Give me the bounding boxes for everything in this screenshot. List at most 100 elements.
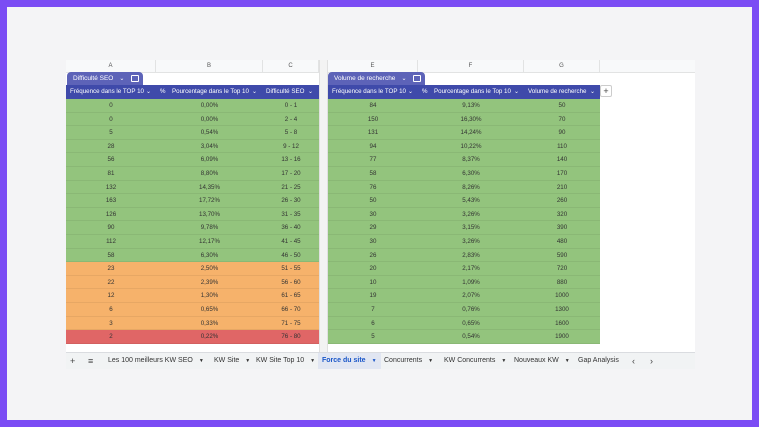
chevron-down-icon[interactable]: ▼ xyxy=(371,358,377,364)
table-cell[interactable]: 5,43% xyxy=(462,197,480,205)
scroll-tabs-right-icon[interactable]: › xyxy=(650,356,653,366)
table-cell[interactable]: 132 xyxy=(105,183,117,191)
table-cell[interactable]: 10 xyxy=(369,278,377,286)
table-cell[interactable]: 2,07% xyxy=(462,292,480,300)
table-cell[interactable]: 880 xyxy=(556,278,568,286)
table-cell[interactable]: 2,17% xyxy=(462,265,480,273)
table-cell[interactable]: 81 xyxy=(107,170,115,177)
table-cell[interactable]: 21 - 25 xyxy=(281,183,301,191)
table-row[interactable]: 50 5,43% 260 xyxy=(328,194,600,208)
table-row[interactable]: 0 0,00% 0 - 1 xyxy=(66,99,319,113)
column-header-b[interactable]: B xyxy=(156,60,263,72)
table-cell[interactable]: 320 xyxy=(556,210,568,218)
chevron-down-icon[interactable]: ⌄ xyxy=(146,89,152,95)
table-cell[interactable]: 0,22% xyxy=(200,333,219,341)
table-row[interactable]: 30 3,26% 480 xyxy=(328,235,600,249)
table-cell[interactable]: 22 xyxy=(107,278,115,286)
table-cell[interactable]: 112 xyxy=(106,238,116,245)
table-cell[interactable]: 12 xyxy=(107,292,115,300)
table-cell[interactable]: 6,30% xyxy=(462,170,480,177)
chevron-down-icon[interactable]: ⌄ xyxy=(408,89,414,95)
table-icon[interactable] xyxy=(131,75,139,82)
header-frequency[interactable]: Fréquence dans le TOP 10 xyxy=(332,88,406,95)
table-row[interactable]: 90 9,78% 36 - 40 xyxy=(66,221,319,235)
table-cell[interactable]: 46 - 50 xyxy=(281,251,301,259)
chevron-down-icon[interactable]: ▼ xyxy=(245,358,251,364)
all-sheets-menu-icon[interactable]: ≡ xyxy=(88,356,94,366)
table-cell[interactable]: 29 xyxy=(369,224,377,232)
table-cell[interactable]: 9,13% xyxy=(462,102,480,109)
table-cell[interactable]: 94 xyxy=(369,142,377,150)
table-cell[interactable]: 13,70% xyxy=(199,210,220,218)
table-row[interactable]: 81 8,80% 17 - 20 xyxy=(66,167,319,181)
table-row[interactable]: 56 6,09% 13 - 16 xyxy=(66,153,319,167)
table-cell[interactable]: 6 xyxy=(109,306,113,313)
table-cell[interactable]: 0,00% xyxy=(200,115,219,123)
table-chip-search-volume[interactable]: Volume de recherche ⌄ xyxy=(328,72,425,86)
table-cell[interactable]: 590 xyxy=(556,251,568,259)
sheet-tab[interactable]: KW Site Top 10 ▼ xyxy=(252,353,319,369)
sheet-tab[interactable]: Force du site ▼ xyxy=(318,353,381,369)
table-cell[interactable]: 0,54% xyxy=(462,333,480,341)
table-cell[interactable]: 16,30% xyxy=(460,115,482,123)
table-cell[interactable]: 170 xyxy=(556,170,568,177)
sheet-tab[interactable]: Les 100 meilleurs KW SEO ▼ xyxy=(104,353,208,369)
table-row[interactable]: 10 1,09% 880 xyxy=(328,275,600,290)
column-header-a[interactable]: A xyxy=(66,60,156,72)
table-cell[interactable]: 1000 xyxy=(555,292,569,300)
table-cell[interactable]: 480 xyxy=(556,238,568,245)
add-sheet-icon[interactable]: + xyxy=(70,356,76,366)
table-cell[interactable]: 3,04% xyxy=(200,142,219,150)
table-cell[interactable]: 66 - 70 xyxy=(281,306,301,313)
table-cell[interactable]: 0 - 1 xyxy=(284,102,298,109)
table-cell[interactable]: 17 - 20 xyxy=(281,170,301,177)
table-chip-seo-difficulty[interactable]: Difficulté SEO ⌄ xyxy=(67,72,143,86)
table-cell[interactable]: 150 xyxy=(367,115,379,123)
table-cell[interactable]: 76 xyxy=(369,183,377,191)
scroll-tabs-left-icon[interactable]: ‹ xyxy=(632,356,635,366)
table-cell[interactable]: 84 xyxy=(369,102,377,109)
table-row[interactable]: 126 13,70% 31 - 35 xyxy=(66,207,319,222)
table-cell[interactable]: 50 xyxy=(558,102,566,109)
table-row[interactable]: 5 0,54% 1900 xyxy=(328,330,600,344)
table-cell[interactable]: 10,22% xyxy=(460,142,482,150)
table-cell[interactable]: 9,78% xyxy=(200,224,219,232)
header-seo-difficulty[interactable]: Difficulté SEO xyxy=(266,88,305,95)
column-header-f[interactable]: F xyxy=(418,60,524,72)
table-cell[interactable]: 28 xyxy=(107,142,115,150)
table-cell[interactable]: 0,65% xyxy=(462,319,480,327)
chevron-down-icon[interactable]: ⌄ xyxy=(590,89,596,95)
table-cell[interactable]: 2,50% xyxy=(200,265,219,273)
table-row[interactable]: 26 2,83% 590 xyxy=(328,248,600,263)
table-cell[interactable]: 14,24% xyxy=(460,129,482,137)
chevron-down-icon[interactable]: ▼ xyxy=(428,358,434,364)
table-cell[interactable]: 14,35% xyxy=(199,183,220,191)
table-cell[interactable]: 3 xyxy=(109,319,113,327)
table-cell[interactable]: 36 - 40 xyxy=(281,224,301,232)
table-cell[interactable]: 58 xyxy=(107,251,115,259)
table-row[interactable]: 28 3,04% 9 - 12 xyxy=(66,139,319,154)
table-row[interactable]: 3 0,33% 71 - 75 xyxy=(66,316,319,331)
sheet-tab[interactable]: KW Concurrents ▼ xyxy=(440,353,510,369)
header-percentage[interactable]: Pourcentage dans le Top 10 xyxy=(172,88,249,95)
table-row[interactable]: 6 0,65% 1600 xyxy=(328,316,600,331)
chevron-down-icon[interactable]: ▼ xyxy=(501,358,507,364)
table-row[interactable]: 5 0,54% 5 - 8 xyxy=(66,126,319,140)
table-cell[interactable]: 131 xyxy=(367,129,379,137)
table-cell[interactable]: 20 xyxy=(369,265,377,273)
table-cell[interactable]: 6 xyxy=(371,319,375,327)
table-row[interactable]: 0 0,00% 2 - 4 xyxy=(66,112,319,127)
table-cell[interactable]: 5 - 8 xyxy=(284,129,298,137)
table-row[interactable]: 30 3,26% 320 xyxy=(328,207,600,222)
table-icon[interactable] xyxy=(413,75,421,82)
table-row[interactable]: 94 10,22% 110 xyxy=(328,139,600,154)
table-cell[interactable]: 17,72% xyxy=(199,197,220,205)
table-row[interactable]: 77 8,37% 140 xyxy=(328,153,600,167)
chevron-down-icon[interactable]: ⌄ xyxy=(252,89,258,95)
table-row[interactable]: 22 2,39% 56 - 60 xyxy=(66,275,319,290)
table-row[interactable]: 20 2,17% 720 xyxy=(328,262,600,276)
chevron-down-icon[interactable]: ▼ xyxy=(198,358,204,364)
sheet-tab[interactable]: Gap Analysis xyxy=(574,353,623,369)
chevron-down-icon[interactable]: ⌄ xyxy=(308,89,314,95)
table-cell[interactable]: 1600 xyxy=(555,319,569,327)
